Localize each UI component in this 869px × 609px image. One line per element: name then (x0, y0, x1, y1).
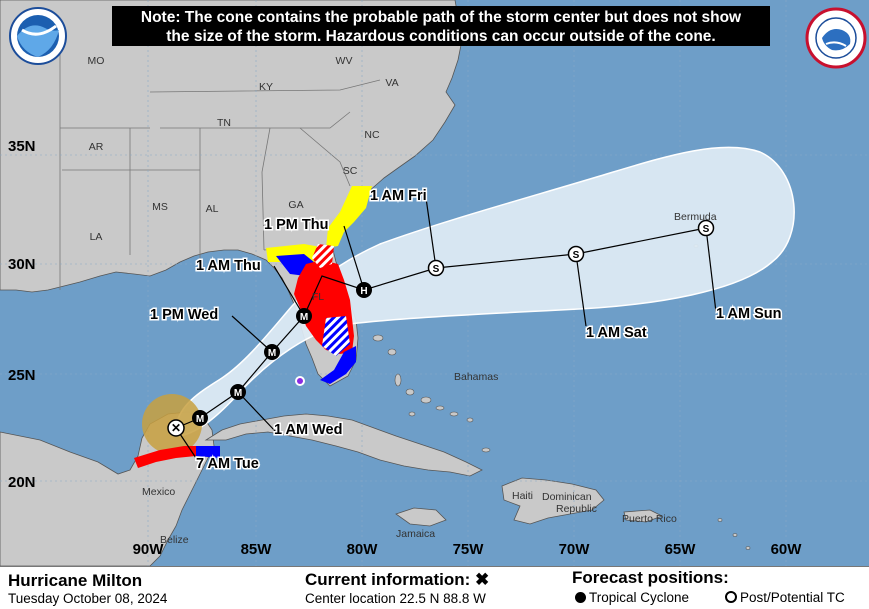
svg-text:M: M (268, 348, 276, 359)
lon-70w: 70W (559, 541, 591, 558)
state-tn: TN (217, 117, 231, 129)
hurricane-track-map: ✕ M M M M H S S S 7 AM Tue 1 AM Wed 1 PM… (0, 0, 869, 566)
svg-text:M: M (196, 414, 204, 425)
label-1am-wed: 1 AM Wed (274, 422, 342, 438)
place-dominican: Dominican (542, 491, 592, 503)
forecast-markers: ✕ M M M M H S S S (167, 219, 715, 437)
state-ga: GA (288, 199, 303, 211)
place-belize: Belize (160, 534, 189, 546)
legend-post-potential-tc: Post/Potential TC (725, 590, 845, 605)
longitude-labels: 90W 85W 80W 75W 70W 65W 60W (133, 541, 803, 558)
marker-m-4: M (296, 308, 312, 324)
current-location: Center location 22.5 N 88.8 W (305, 591, 486, 606)
cuba-land (204, 413, 483, 477)
state-fl: FL (312, 291, 324, 303)
forecast-time-labels: 7 AM Tue 1 AM Wed 1 PM Wed 1 AM Thu 1 PM… (149, 187, 784, 474)
marker-s-3: S (697, 219, 715, 237)
current-info-title: Current information: ✖ (305, 570, 489, 590)
nws-logo-icon (805, 7, 867, 69)
label-1pm-wed: 1 PM Wed (150, 307, 218, 323)
place-dominican-republic: Dominican Republic (542, 491, 597, 515)
state-nc: NC (364, 129, 380, 141)
track-line (175, 227, 707, 429)
marker-m-2: M (230, 384, 246, 400)
legend-tropical-cyclone: Tropical Cyclone (575, 590, 689, 605)
lon-80w: 80W (347, 541, 379, 558)
filled-circle-icon (575, 592, 586, 603)
lon-85w: 85W (241, 541, 273, 558)
us-land (0, 0, 463, 387)
lat-lon-grid (0, 0, 869, 566)
place-bahamas: Bahamas (454, 371, 498, 383)
label-1pm-thu: 1 PM Thu (264, 217, 328, 233)
state-labels: MO KY WV VA TN NC AR SC MS AL GA LA FL (88, 55, 399, 303)
lat-35n: 35N (8, 138, 36, 155)
label-1am-sun: 1 AM Sun (716, 306, 782, 322)
svg-text:S: S (433, 264, 440, 275)
place-mexico: Mexico (142, 486, 175, 498)
lon-60w: 60W (771, 541, 803, 558)
lon-90w: 90W (133, 541, 165, 558)
cone-disclaimer-note: Note: The cone contains the probable pat… (112, 6, 770, 46)
lat-20n: 20N (8, 474, 36, 491)
place-republic: Republic (556, 503, 597, 515)
marker-s-1: S (427, 259, 445, 277)
place-jamaica: Jamaica (396, 528, 435, 540)
svg-text:S: S (703, 224, 710, 235)
state-ky: KY (259, 81, 273, 93)
svg-text:M: M (300, 312, 308, 323)
state-al: AL (206, 203, 219, 215)
state-ar: AR (89, 141, 104, 153)
state-va: VA (385, 77, 398, 89)
marker-current-position: ✕ (167, 419, 185, 437)
state-ms: MS (152, 201, 168, 213)
latitude-labels: 35N 30N 25N 20N (8, 138, 36, 491)
leader-lines (175, 197, 717, 459)
svg-text:✕: ✕ (171, 421, 181, 435)
x-icon: ✖ (475, 570, 490, 589)
storm-name: Hurricane Milton (8, 571, 143, 590)
puerto-rico-land (623, 509, 663, 523)
label-1am-sat: 1 AM Sat (586, 325, 647, 341)
state-wv: WV (336, 55, 353, 67)
info-footer: Hurricane Milton Tuesday October 08, 202… (0, 566, 869, 609)
lat-25n: 25N (8, 367, 36, 384)
forecast-positions-title: Forecast positions: (572, 568, 729, 587)
marker-m-1: M (192, 410, 208, 426)
lon-75w: 75W (453, 541, 485, 558)
open-circle-icon (725, 591, 737, 603)
state-mo: MO (88, 55, 105, 67)
lon-65w: 65W (665, 541, 697, 558)
note-line-1: Note: The cone contains the probable pat… (140, 9, 742, 26)
noaa-logo-icon (9, 7, 67, 65)
label-1am-fri: 1 AM Fri (370, 188, 427, 204)
note-line-2: the size of the storm. Hazardous conditi… (166, 28, 716, 45)
state-la: LA (90, 231, 103, 243)
marker-s-2: S (567, 245, 585, 263)
svg-text:S: S (573, 250, 580, 261)
watch-warning-areas (134, 186, 372, 468)
place-bermuda: Bermuda (674, 211, 717, 223)
legend-tc-label: Tropical Cyclone (589, 590, 690, 605)
jamaica-land (395, 507, 447, 527)
marker-m-3: M (264, 344, 280, 360)
svg-text:H: H (360, 286, 367, 297)
state-sc: SC (343, 165, 358, 177)
current-info-label: Current information: (305, 570, 471, 589)
place-puerto-rico: Puerto Rico (622, 513, 677, 525)
label-1am-thu: 1 AM Thu (196, 258, 261, 274)
lat-30n: 30N (8, 256, 36, 273)
svg-text:M: M (234, 388, 242, 399)
advisory-date: Tuesday October 08, 2024 (8, 591, 168, 606)
disturbance-dot (295, 376, 305, 386)
label-7am-tue: 7 AM Tue (196, 456, 259, 472)
place-labels: Bermuda Bahamas Mexico Belize Jamaica Ha… (142, 211, 717, 546)
legend-ptc-label: Post/Potential TC (740, 590, 845, 605)
marker-h: H (356, 282, 372, 298)
place-haiti: Haiti (512, 490, 533, 502)
hispaniola-land (501, 477, 605, 525)
